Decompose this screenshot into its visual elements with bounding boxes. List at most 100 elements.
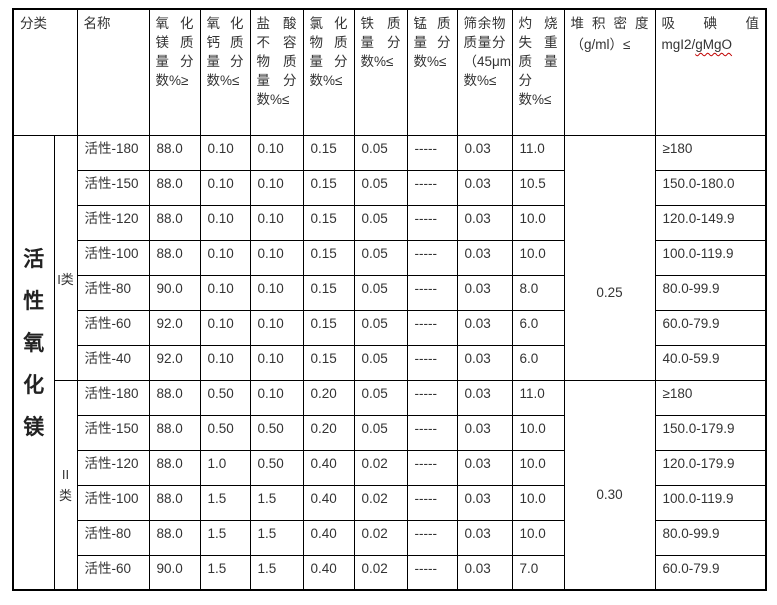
value-cell-manganese: ----- — [406, 519, 458, 556]
value-cell-chloride: 0.15 — [302, 309, 355, 346]
active-mgo-spec-table: 分类 名称 氧化镁质量分数%≥ 氧化钙质量分数%≤ 盐酸不容物质量分数%≤ 氯化物质量分数… — [12, 8, 767, 591]
value-cell-cao: 0.50 — [199, 414, 251, 451]
value-cell-hcl-insoluble: 0.10 — [249, 204, 304, 241]
value-cell-sieve-residue: 0.03 — [456, 344, 513, 381]
value-cell-iron: 0.02 — [353, 484, 408, 521]
table-header: 分类 名称 氧化镁质量分数%≥ 氧化钙质量分数%≤ 盐酸不容物质量分数%≤ 氯化物质量分数… — [12, 8, 767, 136]
table-row: 活性-80 90.0 0.10 0.10 0.15 0.05 ----- 0.03 8.0 80.… — [13, 274, 767, 311]
value-cell-manganese: ----- — [406, 204, 458, 241]
value-cell-sieve-residue: 0.03 — [456, 239, 513, 276]
value-cell-cao: 1.5 — [199, 484, 251, 521]
value-cell-chloride: 0.40 — [302, 554, 355, 591]
header-cao: 氧化钙质量分数%≤ — [199, 8, 251, 136]
value-cell-hcl-insoluble: 1.5 — [249, 519, 304, 556]
value-cell-mgo: 88.0 — [148, 134, 201, 171]
value-cell-chloride: 0.15 — [302, 169, 355, 206]
table-row: 活性-60 90.0 1.5 1.5 0.40 0.02 ----- 0.03 7.0 60.0-… — [13, 554, 767, 591]
value-cell-ignition-loss: 6.0 — [511, 309, 565, 346]
value-cell-mgo: 90.0 — [148, 554, 201, 591]
iodine-value-cell: 40.0-59.9 — [654, 344, 767, 381]
class-label-cell: II类 — [53, 379, 78, 591]
value-cell-ignition-loss: 11.0 — [511, 134, 565, 171]
header-iron: 铁质量分数%≤ — [353, 8, 408, 136]
iodine-value-cell: 60.0-79.9 — [654, 309, 767, 346]
value-cell-sieve-residue: 0.03 — [456, 519, 513, 556]
value-cell-iron: 0.05 — [353, 239, 408, 276]
value-cell-ignition-loss: 10.0 — [511, 519, 565, 556]
value-cell-cao: 1.5 — [199, 554, 251, 591]
value-cell-manganese: ----- — [406, 169, 458, 206]
header-manganese-label: 锰质量分数%≤ — [413, 16, 451, 69]
iodine-unit-spellcheck-flagged: gMgO — [695, 37, 733, 52]
value-cell-cao: 0.10 — [199, 134, 251, 171]
table-row: 活性氧化镁 I类 活性-180 88.0 0.10 0.10 0.15 0.05 ----- 0.… — [12, 134, 767, 591]
value-cell-iron: 0.05 — [353, 134, 408, 171]
value-cell-chloride: 0.15 — [302, 274, 355, 311]
value-cell-sieve-residue: 0.03 — [456, 449, 513, 486]
iodine-value-cell: 80.0-99.9 — [654, 274, 767, 311]
table-row: 活性-60 92.0 0.10 0.10 0.15 0.05 ----- 0.03 6.0 60.… — [13, 309, 767, 346]
name-cell: 活性-40 — [76, 344, 150, 381]
iodine-value-cell: 150.0-180.0 — [654, 169, 767, 206]
category-cell: 活性氧化镁 — [12, 134, 55, 591]
header-iodine-label: 吸碘值 — [661, 16, 760, 31]
name-cell: 活性-120 — [76, 449, 150, 486]
value-cell-manganese: ----- — [406, 239, 458, 276]
header-iodine-value: 吸碘值 mgI2/gMgO — [654, 8, 767, 136]
value-cell-chloride: 0.20 — [302, 414, 355, 451]
value-cell-chloride: 0.40 — [302, 519, 355, 556]
header-manganese: 锰质量分数%≤ — [406, 8, 458, 136]
value-cell-mgo: 88.0 — [148, 379, 201, 416]
iodine-value-cell: 120.0-149.9 — [654, 204, 767, 241]
header-name: 名称 — [76, 8, 150, 136]
value-cell-mgo: 88.0 — [148, 169, 201, 206]
value-cell-chloride: 0.15 — [302, 239, 355, 276]
value-cell-manganese: ----- — [406, 414, 458, 451]
value-cell-iron: 0.05 — [353, 274, 408, 311]
value-cell-sieve-residue: 0.03 — [456, 414, 513, 451]
value-cell-ignition-loss: 8.0 — [511, 274, 565, 311]
value-cell-ignition-loss: 10.0 — [511, 414, 565, 451]
header-iodine-unit: mgI2/gMgO — [662, 35, 760, 54]
header-chloride-label: 氯化物质量分数%≤ — [309, 16, 348, 88]
header-sieve-residue: 筛余物质量分（45μm）数%≤ — [456, 8, 513, 136]
value-cell-sieve-residue: 0.03 — [456, 274, 513, 311]
value-cell-mgo: 88.0 — [148, 519, 201, 556]
header-sieve-residue-label: 筛余物质量分（45μm）数%≤ — [463, 16, 512, 88]
iodine-value-cell: 120.0-179.9 — [654, 449, 767, 486]
header-ignition-loss-label: 灼烧失重质量分数%≤ — [518, 16, 558, 107]
value-cell-chloride: 0.15 — [302, 134, 355, 171]
header-bulk-density: 堆积密度 （g/ml）≤ — [563, 8, 656, 136]
value-cell-iron: 0.02 — [353, 554, 408, 591]
bulk-density-value: 0.30 — [596, 487, 623, 503]
value-cell-manganese: ----- — [406, 484, 458, 521]
value-cell-chloride: 0.15 — [302, 344, 355, 381]
value-cell-iron: 0.05 — [353, 309, 408, 346]
value-cell-hcl-insoluble: 0.10 — [249, 309, 304, 346]
value-cell-cao: 0.10 — [199, 344, 251, 381]
name-cell: 活性-80 — [76, 274, 150, 311]
header-bulk-density-unit: （g/ml）≤ — [570, 37, 631, 52]
value-cell-iron: 0.05 — [353, 204, 408, 241]
header-hcl-insoluble: 盐酸不容物质量分数%≤ — [249, 8, 304, 136]
value-cell-ignition-loss: 10.0 — [511, 239, 565, 276]
name-cell: 活性-150 — [76, 414, 150, 451]
value-cell-cao: 0.10 — [199, 239, 251, 276]
value-cell-sieve-residue: 0.03 — [456, 169, 513, 206]
name-cell: 活性-60 — [76, 309, 150, 346]
value-cell-sieve-residue: 0.03 — [456, 204, 513, 241]
header-classification: 分类 — [12, 8, 78, 136]
value-cell-hcl-insoluble: 0.10 — [249, 134, 304, 171]
value-cell-cao: 1.0 — [199, 449, 251, 486]
value-cell-cao: 0.10 — [199, 204, 251, 241]
value-cell-sieve-residue: 0.03 — [456, 484, 513, 521]
value-cell-cao: 1.5 — [199, 519, 251, 556]
name-cell: 活性-60 — [76, 554, 150, 591]
class-label-cell: I类 — [53, 134, 78, 381]
iodine-value-cell: ≥180 — [654, 134, 767, 171]
table-row: 活性-150 88.0 0.50 0.50 0.20 0.05 ----- 0.03 10.0 1… — [13, 414, 767, 451]
value-cell-manganese: ----- — [406, 309, 458, 346]
name-cell: 活性-100 — [76, 484, 150, 521]
value-cell-chloride: 0.40 — [302, 484, 355, 521]
category-vertical-label: 活性氧化镁 — [23, 248, 45, 440]
